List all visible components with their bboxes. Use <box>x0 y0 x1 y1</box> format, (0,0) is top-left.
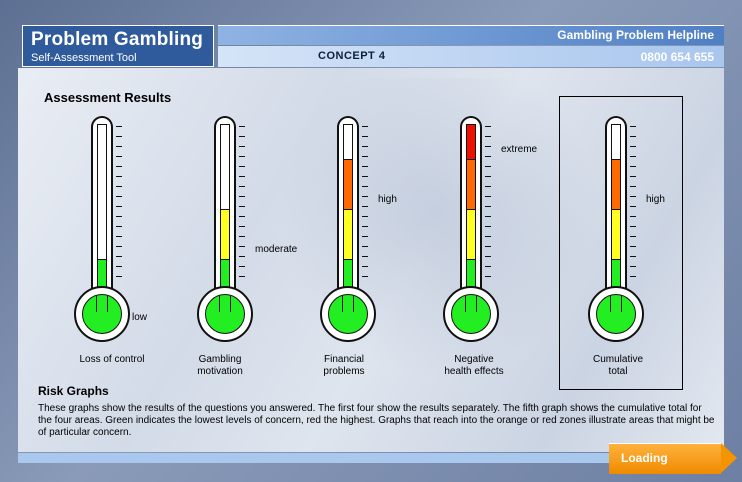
thermometer-zone <box>344 209 352 259</box>
thermometer-tube <box>605 116 627 309</box>
thermometer-zone <box>221 209 229 259</box>
thermometer-scale <box>630 126 638 277</box>
thermometer-scale <box>362 126 370 277</box>
level-label: high <box>646 194 665 205</box>
thermometer-caption: Gambling motivation <box>197 354 243 377</box>
thermometer-scale <box>239 126 247 277</box>
page-title: Assessment Results <box>44 90 172 105</box>
level-label: moderate <box>255 244 298 255</box>
loading-label: Loading <box>621 451 668 465</box>
app-subtitle: Self-Assessment Tool <box>31 52 137 64</box>
thermometer-cumulative-total <box>588 116 656 346</box>
thermometer-bulb <box>320 286 376 342</box>
thermometer-caption: Financial problems <box>323 354 365 377</box>
thermometer-tube <box>460 116 482 309</box>
level-label: high <box>378 194 397 205</box>
thermometer-scale <box>116 126 124 277</box>
thermometer-zone <box>612 159 620 209</box>
cumulative-highlight-box <box>559 96 683 390</box>
thermometer-zone <box>344 159 352 209</box>
thermometer-zone <box>467 159 475 209</box>
helpline-label: Gambling Problem Helpline <box>557 28 714 42</box>
thermometer-zone <box>467 259 475 308</box>
app-title-box: Problem Gambling Self-Assessment Tool <box>22 25 214 67</box>
bottom-bar <box>18 453 610 463</box>
concept-label: CONCEPT 4 <box>318 50 386 62</box>
thermometer-caption: Cumulative total <box>592 354 644 377</box>
thermometer-gambling-motivation <box>197 116 265 346</box>
helpline-bar: Gambling Problem Helpline <box>218 25 724 45</box>
app-title: Problem Gambling <box>31 29 204 50</box>
thermometer-loss-of-control <box>74 116 142 346</box>
thermometer-tube <box>337 116 359 309</box>
thermometer-zone <box>612 259 620 308</box>
thermometer-financial-problems <box>320 116 388 346</box>
thermometer-zone <box>467 209 475 259</box>
thermometer-scale <box>485 126 493 277</box>
risk-graphs-description: These graphs show the results of the que… <box>38 403 715 438</box>
thermometer-zone <box>98 259 106 308</box>
risk-graphs-heading: Risk Graphs <box>38 384 109 398</box>
thermometer-zone <box>612 209 620 259</box>
thermometer-bulb <box>74 286 130 342</box>
loading-button[interactable]: Loading <box>609 443 737 474</box>
thermometer-negative-health-effects <box>443 116 511 346</box>
thermometer-zone <box>467 125 475 159</box>
thermometer-zone <box>221 259 229 308</box>
thermometer-bulb <box>443 286 499 342</box>
thermometer-bulb <box>197 286 253 342</box>
sub-header-bar: CONCEPT 4 0800 654 655 <box>218 46 724 67</box>
helpline-phone: 0800 654 655 <box>640 50 714 64</box>
arrow-right-icon <box>721 443 737 473</box>
level-label: low <box>132 312 148 323</box>
thermometer-tube <box>214 116 236 309</box>
thermometer-caption: Loss of control <box>79 354 145 365</box>
level-label: extreme <box>501 144 538 155</box>
thermometer-zone <box>344 259 352 308</box>
thermometer-caption: Negative health effects <box>444 354 504 377</box>
thermometer-bulb <box>588 286 644 342</box>
thermometer-tube <box>91 116 113 309</box>
